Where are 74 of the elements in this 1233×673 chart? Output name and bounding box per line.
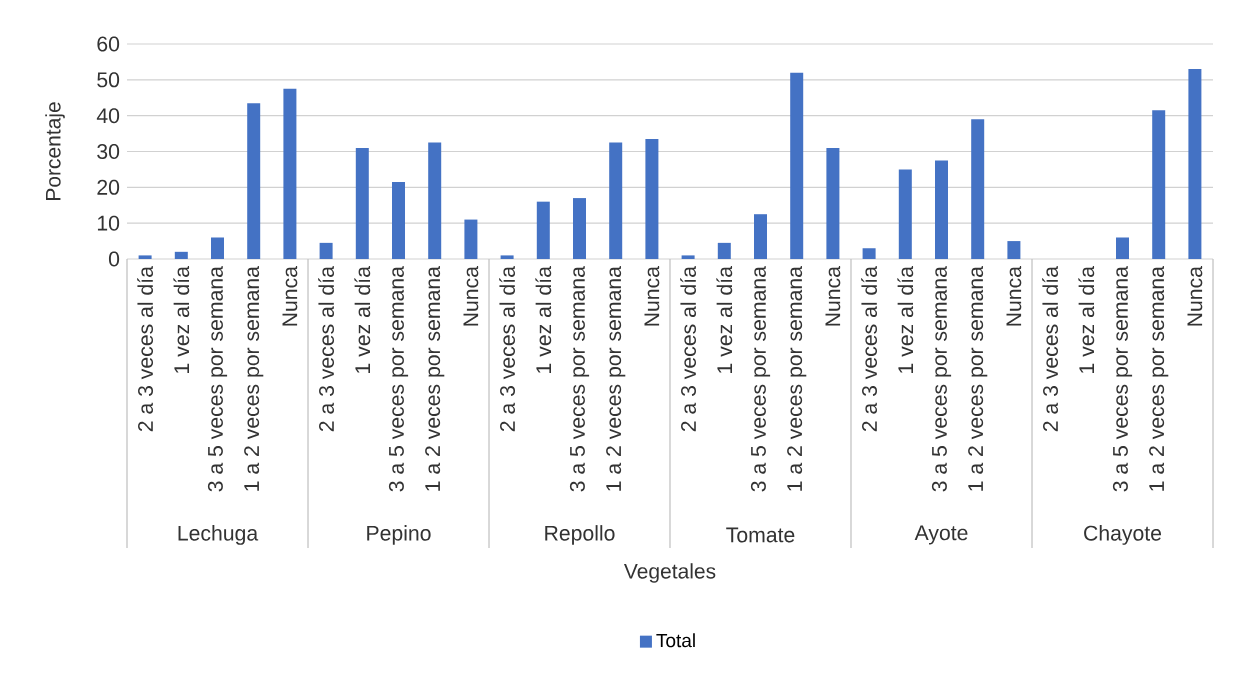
text: Ayote [914, 525, 968, 545]
x-tick-label: 2 a 3 veces al día [861, 266, 878, 432]
text: Chayote [1084, 525, 1162, 545]
bar [717, 242, 731, 259]
x-tick-label: 1 vez al día [173, 266, 190, 373]
bar [645, 138, 659, 259]
x-tick-label: 3 a 5 veces por semana [931, 266, 952, 492]
x-tick-label: 1 a 2 veces por semana [244, 266, 264, 491]
y-axis-title: Porcentaje [45, 102, 65, 200]
x-tick-label: 1 a 2 veces por semana [425, 266, 445, 491]
x-tick-label: 2 a 3 veces al día [318, 266, 335, 432]
text: Repollo [545, 525, 615, 545]
bar [319, 242, 333, 259]
bar [428, 142, 442, 259]
x-tick-label: 1 vez al día [716, 266, 733, 373]
x-tick-label: 1 vez al día [354, 266, 371, 373]
bar [1116, 237, 1129, 259]
x-tick-label: 1 vez al día [535, 266, 552, 373]
x-tick-label: 1 a 2 veces por semana [1149, 266, 1169, 491]
bar [609, 142, 623, 259]
x-tick-label: 1 a 2 veces por semana [787, 266, 807, 491]
legend-label: Total [656, 633, 695, 648]
bar [1152, 110, 1166, 259]
bar [500, 255, 514, 259]
x-tick-label: 2 a 3 veces al día [1042, 266, 1059, 432]
x-tick-label: 1 a 2 veces por semana [606, 266, 626, 491]
bar [935, 160, 948, 259]
x-tick-label: Nunca [825, 266, 841, 326]
bar [971, 119, 985, 259]
bar [1188, 69, 1202, 259]
x-tick-label: 3 a 5 veces por semana [388, 266, 409, 492]
x-tick-label: 1 vez al día [1078, 266, 1095, 373]
x-tick-label: 1 vez al día [897, 266, 914, 373]
x-tick-label: Nunca [1006, 266, 1022, 326]
x-axis-title: Vegetales [623, 563, 716, 583]
x-tick-label: 3 a 5 veces por semana [569, 266, 590, 492]
bar [1007, 241, 1021, 259]
bar [754, 214, 767, 259]
bar [174, 251, 188, 259]
y-tick-label: 40 [96, 108, 120, 124]
bar [138, 255, 152, 259]
bar [355, 147, 369, 259]
bar [790, 72, 804, 259]
x-tick-label: 2 a 3 veces al día [680, 266, 697, 432]
y-tick-label: 0 [108, 251, 120, 267]
bar [211, 237, 224, 259]
y-tick-label: 30 [97, 143, 120, 160]
bar [283, 88, 297, 259]
y-tick-label: 60 [97, 36, 120, 52]
bar [536, 201, 550, 259]
bar [392, 181, 406, 259]
bar [826, 147, 840, 259]
x-tick-label: 3 a 5 veces por semana [207, 266, 228, 492]
bar [898, 169, 912, 259]
x-tick-label: Nunca [282, 266, 298, 326]
x-tick-label: Nunca [463, 266, 479, 326]
x-tick-label: 1 a 2 veces por semana [968, 266, 988, 491]
bar [862, 248, 876, 259]
bar [573, 198, 587, 259]
y-tick-label: 10 [97, 215, 120, 231]
y-tick-label: 20 [97, 179, 120, 195]
x-tick-label: 2 a 3 veces al día [137, 266, 154, 432]
text: Pepino [367, 525, 431, 545]
x-tick-label: 3 a 5 veces por semana [1112, 266, 1133, 492]
bar [247, 103, 261, 259]
y-tick-label: 50 [97, 72, 120, 88]
bar [464, 219, 478, 259]
text: Tomate [726, 527, 795, 543]
x-tick-label: 3 a 5 veces por semana [750, 266, 771, 492]
x-tick-label: 2 a 3 veces al día [499, 266, 516, 432]
bar [681, 255, 695, 259]
text: Lechuga [178, 525, 259, 545]
x-tick-label: Nunca [1187, 266, 1203, 326]
x-tick-label: Nunca [644, 266, 660, 326]
